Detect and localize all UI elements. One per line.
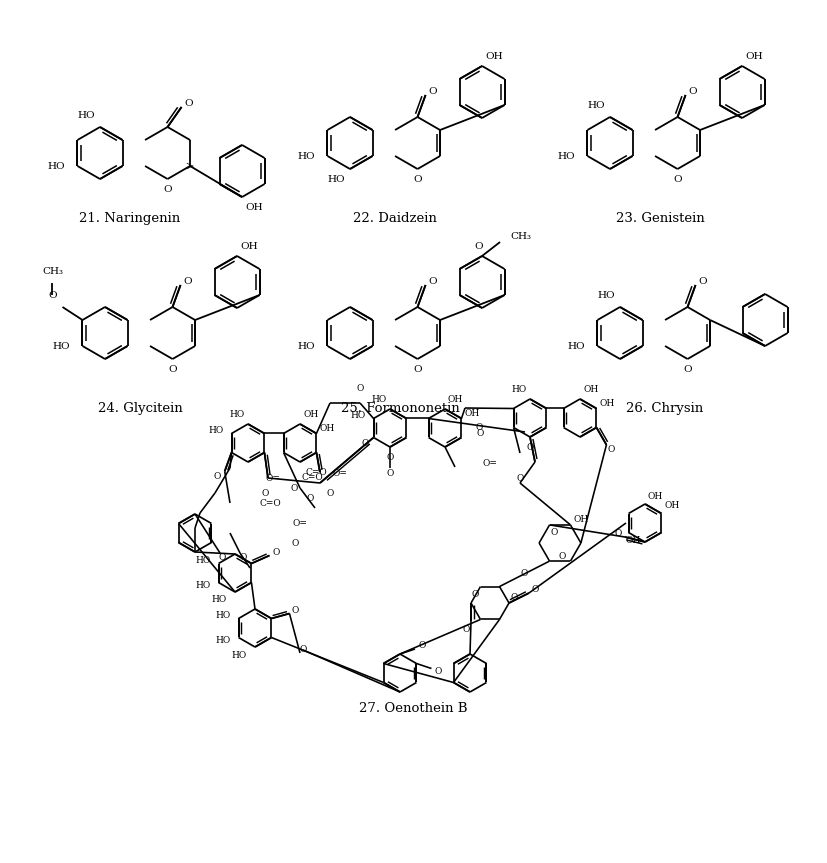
Text: O: O (418, 641, 426, 651)
Text: HO: HO (512, 385, 527, 394)
Text: O: O (356, 383, 364, 393)
Text: O=: O= (483, 458, 497, 468)
Text: O: O (306, 494, 313, 502)
Text: O: O (327, 488, 333, 497)
Text: O: O (218, 553, 226, 563)
Text: O: O (163, 185, 172, 193)
Text: HO: HO (53, 342, 70, 350)
Text: O: O (683, 364, 692, 374)
Text: OH: OH (465, 409, 480, 418)
Text: O: O (551, 528, 558, 538)
Text: O: O (462, 625, 470, 633)
Text: O: O (414, 364, 422, 374)
Text: 21. Naringenin: 21. Naringenin (79, 211, 180, 224)
Text: HO: HO (195, 556, 211, 565)
Text: O: O (428, 276, 437, 286)
Text: HO: HO (351, 411, 366, 420)
Text: O: O (435, 667, 442, 676)
Text: O: O (608, 445, 615, 454)
Text: OH: OH (240, 242, 258, 250)
Text: OH: OH (303, 410, 318, 419)
Text: O: O (428, 86, 437, 96)
Text: O: O (521, 570, 528, 578)
Text: O: O (476, 429, 484, 438)
Text: OH: OH (625, 536, 641, 545)
Text: HO: HO (298, 152, 315, 161)
Text: 25. Formononetin: 25. Formononetin (341, 401, 459, 414)
Text: OH: OH (664, 501, 680, 510)
Text: HO: HO (597, 291, 615, 299)
Text: O: O (261, 488, 269, 497)
Text: HO: HO (78, 110, 95, 119)
Text: OH: OH (648, 492, 663, 501)
Text: 26. Chrysin: 26. Chrysin (626, 401, 704, 414)
Text: CH₃: CH₃ (510, 231, 531, 241)
Text: O: O (386, 469, 394, 477)
Text: O: O (184, 276, 192, 286)
Text: O: O (213, 472, 220, 481)
Text: HO: HO (327, 174, 345, 184)
Text: 27. Oenothein B: 27. Oenothein B (359, 702, 467, 715)
Text: HO: HO (215, 636, 231, 645)
Text: 23. Genistein: 23. Genistein (615, 211, 705, 224)
Text: HO: HO (195, 581, 211, 590)
Text: O: O (476, 423, 483, 432)
Text: O: O (361, 438, 369, 448)
Text: HO: HO (568, 342, 586, 350)
Text: HO: HO (558, 152, 576, 161)
Text: C=O: C=O (305, 468, 327, 476)
Text: HO: HO (298, 342, 315, 350)
Text: O: O (290, 484, 298, 493)
Text: O: O (184, 98, 193, 108)
Text: O: O (168, 364, 177, 374)
Text: O: O (239, 553, 246, 563)
Text: OH: OH (745, 52, 762, 60)
Text: CH₃: CH₃ (42, 267, 63, 275)
Text: O: O (475, 242, 483, 250)
Text: O=: O= (265, 474, 280, 482)
Text: 24. Glycitein: 24. Glycitein (98, 401, 183, 414)
Text: O: O (558, 551, 566, 561)
Text: O=: O= (293, 519, 308, 527)
Text: O: O (291, 539, 299, 547)
Text: O: O (414, 174, 422, 184)
Text: HO: HO (212, 595, 227, 604)
Text: HO: HO (215, 611, 231, 620)
Text: O: O (698, 276, 707, 286)
Text: HO: HO (48, 161, 65, 171)
Text: O: O (673, 174, 682, 184)
Text: O: O (688, 86, 697, 96)
Text: OH: OH (245, 203, 263, 211)
Text: O: O (531, 585, 538, 595)
Text: OH: OH (583, 385, 598, 394)
Text: 22. Daidzein: 22. Daidzein (353, 211, 437, 224)
Text: HO: HO (208, 426, 223, 435)
Text: O: O (48, 291, 57, 299)
Text: O: O (472, 590, 479, 599)
Text: HO: HO (587, 100, 605, 110)
Text: O: O (386, 452, 394, 462)
Text: O: O (292, 606, 299, 615)
Text: C=O: C=O (259, 499, 281, 507)
Text: O: O (516, 474, 523, 482)
Text: HO: HO (232, 651, 247, 659)
Text: O: O (510, 594, 518, 602)
Text: HO: HO (372, 394, 387, 404)
Text: C=O: C=O (301, 473, 323, 482)
Text: OH: OH (448, 394, 463, 404)
Text: OH: OH (573, 515, 589, 525)
Text: HO: HO (230, 410, 245, 419)
Text: O: O (526, 443, 533, 451)
Text: OH: OH (485, 52, 503, 60)
Text: O: O (273, 548, 280, 557)
Text: OH: OH (319, 424, 335, 433)
Text: O: O (299, 646, 307, 654)
Text: OH: OH (600, 399, 614, 408)
Text: O: O (614, 530, 622, 539)
Text: O=: O= (332, 469, 347, 477)
